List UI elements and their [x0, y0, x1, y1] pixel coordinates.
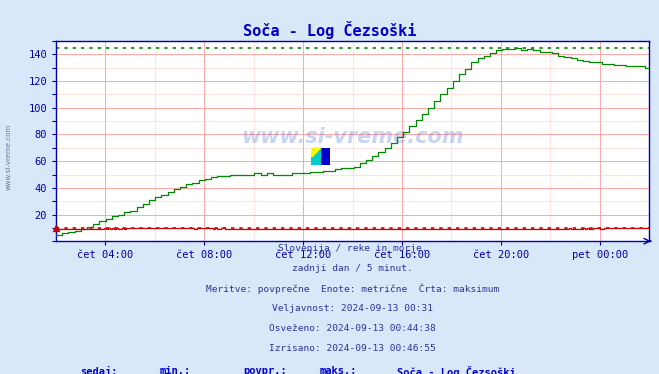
Text: povpr.:: povpr.: [243, 367, 287, 374]
Text: zadnji dan / 5 minut.: zadnji dan / 5 minut. [292, 264, 413, 273]
Bar [310, 148, 322, 156]
Bar [310, 156, 322, 165]
Text: Veljavnost: 2024-09-13 00:31: Veljavnost: 2024-09-13 00:31 [272, 304, 433, 313]
Text: Soča - Log Čezsoški: Soča - Log Čezsoški [397, 367, 516, 374]
Polygon shape [314, 148, 322, 156]
Text: www.si-vreme.com: www.si-vreme.com [241, 127, 464, 147]
Text: sedaj:: sedaj: [80, 367, 117, 374]
Text: Meritve: povprečne  Enote: metrične  Črta: maksimum: Meritve: povprečne Enote: metrične Črta:… [206, 284, 499, 294]
Text: Slovenija / reke in morje.: Slovenija / reke in morje. [278, 244, 427, 253]
Polygon shape [322, 148, 330, 165]
Text: Osveženo: 2024-09-13 00:44:38: Osveženo: 2024-09-13 00:44:38 [269, 324, 436, 333]
Text: maks.:: maks.: [320, 367, 357, 374]
Polygon shape [314, 148, 322, 165]
Text: Soča - Log Čezsoški: Soča - Log Čezsoški [243, 21, 416, 39]
Text: www.si-vreme.com: www.si-vreme.com [5, 124, 12, 190]
Text: min.:: min.: [160, 367, 191, 374]
Text: Izrisano: 2024-09-13 00:46:55: Izrisano: 2024-09-13 00:46:55 [269, 344, 436, 353]
